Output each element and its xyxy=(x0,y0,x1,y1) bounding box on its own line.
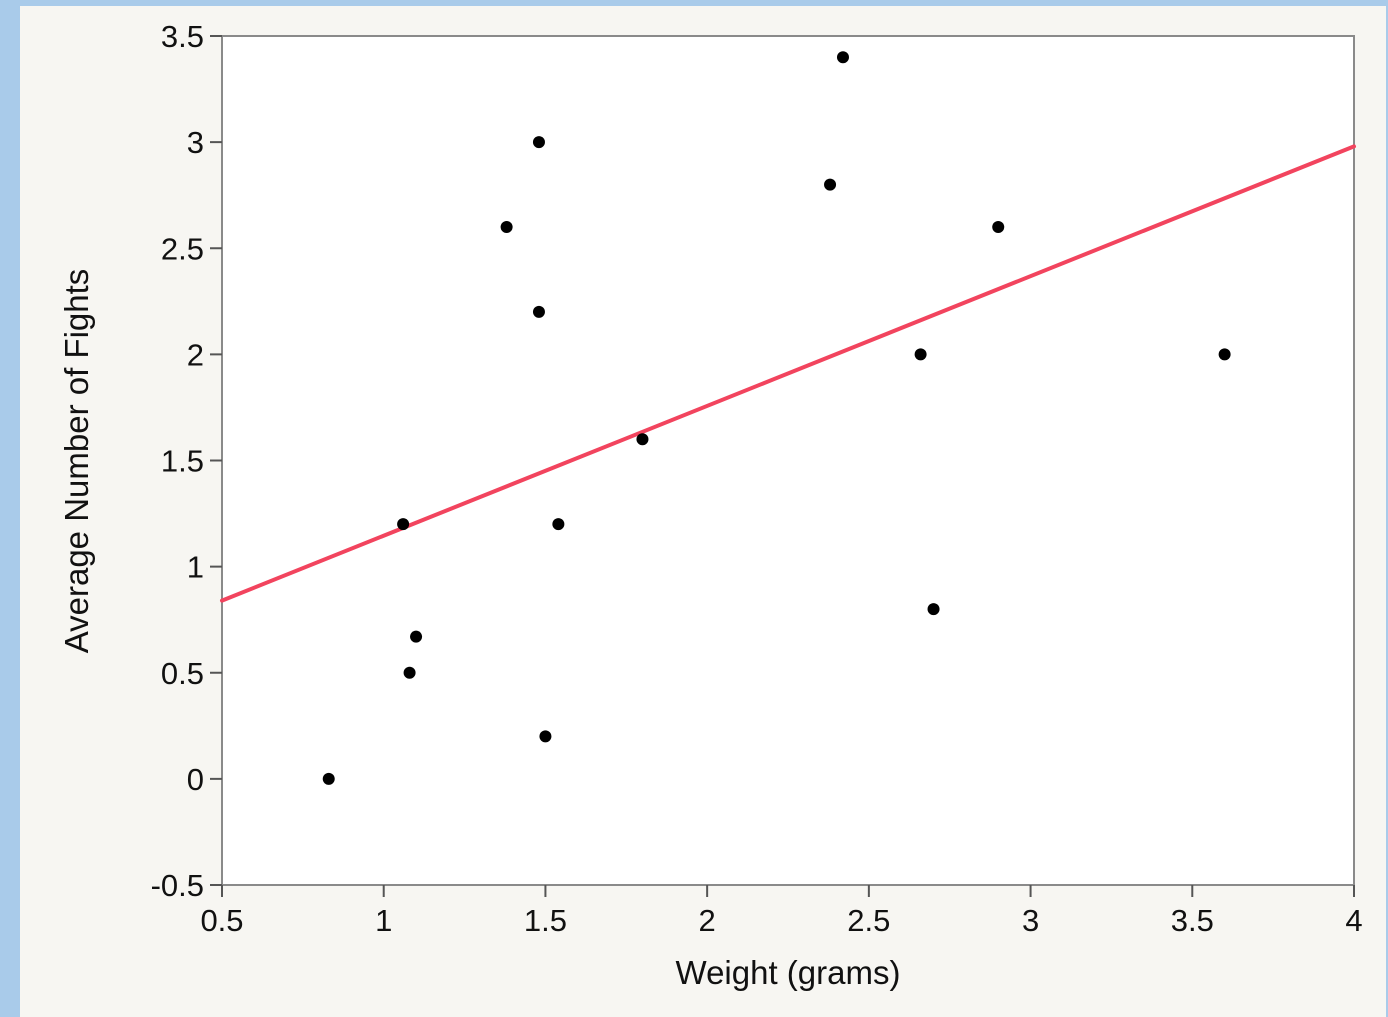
y-tick-label: 0.5 xyxy=(161,656,204,691)
data-point xyxy=(397,518,410,531)
data-point xyxy=(532,136,545,149)
y-tick-label: 2 xyxy=(187,337,204,372)
data-point xyxy=(636,433,649,446)
y-tick-label: 3 xyxy=(187,125,204,160)
data-points xyxy=(322,51,1231,785)
data-point xyxy=(539,730,552,743)
y-axis: -0.5 0 0.5 1 1.5 2 2.5 3 3.5 xyxy=(151,19,222,903)
scatter-chart: -0.5 0 0.5 1 1.5 2 2.5 3 3.5 0.5 1 1.5 2 2.5 3 3.5 4 We… xyxy=(58,19,1363,991)
x-axis-title: Weight (grams) xyxy=(676,954,901,991)
x-tick-label: 2 xyxy=(699,903,716,938)
data-point xyxy=(992,221,1005,234)
y-tick-label: -0.5 xyxy=(151,868,204,903)
plot-area xyxy=(221,35,1355,886)
y-tick-label: 3.5 xyxy=(161,19,204,54)
x-tick-label: 1.5 xyxy=(524,903,567,938)
y-tick-label: 0 xyxy=(187,762,204,797)
regression-line xyxy=(220,144,1356,603)
data-point xyxy=(500,221,513,234)
data-point xyxy=(836,51,849,64)
x-axis: 0.5 1 1.5 2 2.5 3 3.5 4 xyxy=(200,885,1363,938)
data-point xyxy=(403,666,416,679)
data-point xyxy=(914,348,927,361)
x-tick-label: 4 xyxy=(1345,903,1362,938)
y-axis-title: Average Number of Fights xyxy=(58,269,95,654)
data-point xyxy=(927,603,940,616)
data-point xyxy=(410,630,423,643)
y-tick-label: 2.5 xyxy=(161,231,204,266)
data-point xyxy=(1218,348,1231,361)
data-point xyxy=(552,518,565,531)
x-tick-label: 3.5 xyxy=(1171,903,1214,938)
data-point xyxy=(532,305,545,318)
y-tick-label: 1 xyxy=(187,550,204,585)
x-tick-label: 0.5 xyxy=(200,903,243,938)
x-tick-label: 2.5 xyxy=(847,903,890,938)
x-tick-label: 1 xyxy=(375,903,392,938)
data-point xyxy=(824,178,837,191)
x-tick-label: 3 xyxy=(1022,903,1039,938)
data-point xyxy=(322,772,335,785)
y-tick-label: 1.5 xyxy=(161,444,204,479)
chart-panel: -0.5 0 0.5 1 1.5 2 2.5 3 3.5 0.5 1 1.5 2 2.5 3 3.5 4 We… xyxy=(20,6,1386,1017)
